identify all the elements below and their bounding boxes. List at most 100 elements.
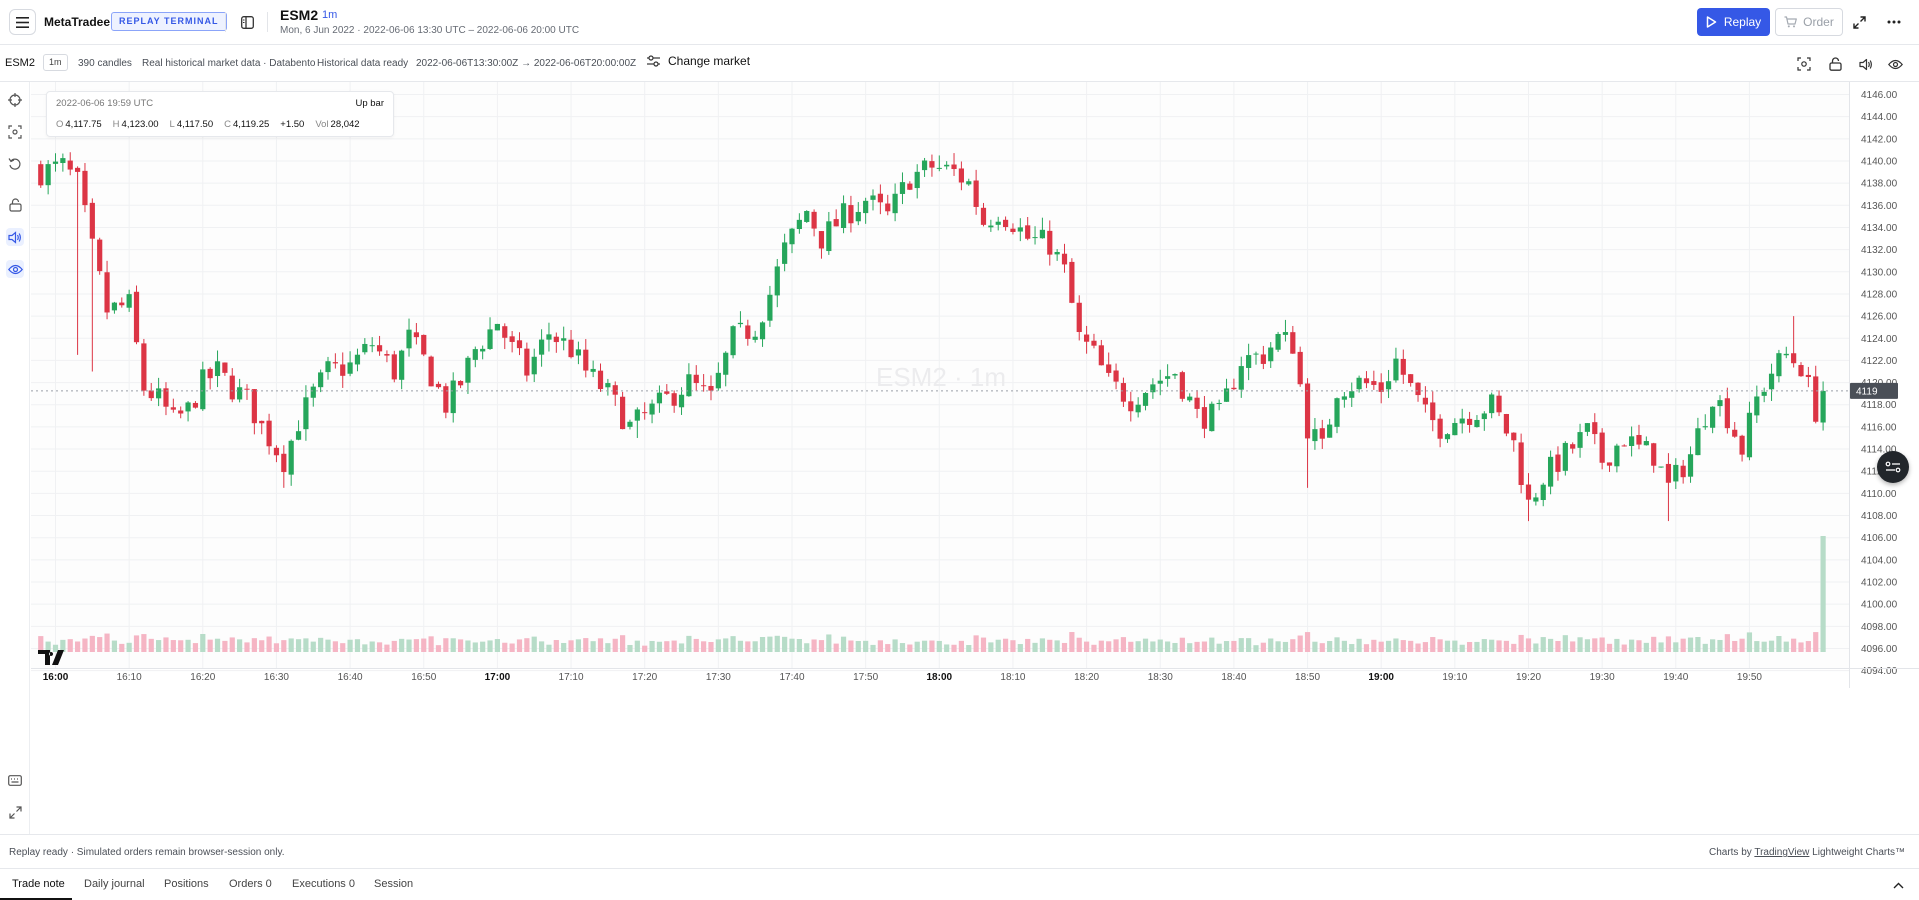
- data-range: 2022-06-06T13:30:00Z → 2022-06-06T20:00:…: [416, 58, 637, 69]
- candle-body: [435, 383, 442, 388]
- divider: [225, 12, 226, 32]
- price-chart[interactable]: 4146.00 4144.00 4142.00 4140.00 4138.00 4136.…: [31, 82, 1919, 834]
- volume-bar: [480, 641, 486, 652]
- tradingview-link[interactable]: TradingView: [1754, 847, 1810, 858]
- volume-bar: [1710, 639, 1716, 652]
- tab-trade-note[interactable]: Trade note: [12, 878, 65, 890]
- volume-bar: [516, 639, 523, 652]
- order-ticket-toggle-button[interactable]: [1877, 451, 1909, 483]
- y-tick-label: 4140.00: [1861, 156, 1898, 167]
- focus-tool[interactable]: [6, 123, 24, 141]
- collapse-panel-button[interactable]: [1890, 877, 1906, 893]
- fullscreen-button[interactable]: [1850, 13, 1868, 31]
- volume-bar: [1673, 642, 1679, 652]
- lock-toggle-button[interactable]: [1826, 55, 1844, 73]
- candle-body: [553, 336, 559, 343]
- volume-bar: [1459, 644, 1465, 652]
- volume-bar: [826, 634, 832, 652]
- candle-body: [1724, 398, 1730, 429]
- timeframe-pill[interactable]: 1m: [43, 54, 68, 71]
- candle-body: [531, 356, 537, 375]
- candlestick-chart-canvas[interactable]: 4146.00 4144.00 4142.00 4140.00 4138.00 4136.…: [31, 82, 1919, 834]
- candle-body: [1076, 302, 1082, 333]
- volume-bar: [310, 641, 316, 652]
- more-options-button[interactable]: [1883, 12, 1905, 32]
- fit-content-tool[interactable]: [6, 803, 24, 821]
- sound-tool[interactable]: [6, 228, 24, 246]
- tab-positions[interactable]: Positions: [164, 878, 209, 890]
- candle-body: [1187, 396, 1193, 401]
- volume-bar: [295, 639, 302, 652]
- candle-body: [1356, 377, 1362, 390]
- candle-body: [406, 329, 412, 349]
- volume-bar: [958, 640, 964, 652]
- lock-tool[interactable]: [6, 196, 24, 214]
- x-tick-label: 19:10: [1442, 672, 1467, 683]
- candle-body: [332, 362, 338, 364]
- volume-bar: [1393, 638, 1399, 652]
- close-value: 4,119.25: [232, 119, 270, 130]
- close-label: C: [224, 119, 231, 130]
- volume-bar: [1084, 641, 1090, 652]
- y-tick-label: 4116.00: [1861, 422, 1897, 433]
- eye-icon: [1887, 59, 1903, 69]
- volume-bar: [715, 639, 721, 652]
- candle-body: [1820, 390, 1826, 423]
- tab-executions[interactable]: Executions 0: [292, 878, 355, 890]
- candle-body: [207, 368, 213, 379]
- visibility-tool[interactable]: [6, 260, 24, 278]
- candle-body: [1201, 407, 1208, 429]
- open-label: O: [56, 119, 64, 130]
- keyboard-tool[interactable]: [6, 771, 24, 789]
- timeframe-label[interactable]: 1m: [322, 9, 338, 21]
- toggle-panel-button[interactable]: [238, 13, 256, 31]
- tab-session[interactable]: Session: [374, 878, 414, 890]
- volume-bar: [229, 637, 235, 652]
- volume-bar: [1584, 639, 1591, 652]
- crosshair-tool[interactable]: [6, 91, 24, 109]
- volume-bar: [1489, 639, 1495, 652]
- order-button[interactable]: Order: [1775, 8, 1843, 36]
- candle-body: [649, 403, 655, 415]
- candle-body: [413, 332, 419, 338]
- volume-bar: [848, 640, 854, 652]
- volume-bar: [1496, 640, 1502, 652]
- candle-body: [281, 453, 287, 473]
- volume-bar: [1385, 640, 1392, 652]
- candle-body: [1533, 497, 1539, 502]
- visibility-toggle-button[interactable]: [1886, 55, 1904, 73]
- candle-body: [1025, 225, 1031, 239]
- candle-body: [1120, 383, 1127, 402]
- focus-icon: [8, 125, 22, 139]
- volume-bar: [1025, 638, 1031, 652]
- tab-orders[interactable]: Orders 0: [229, 878, 272, 890]
- low-label: L: [169, 119, 175, 130]
- replay-button[interactable]: Replay: [1697, 8, 1770, 36]
- volume-bar: [266, 636, 272, 652]
- play-icon: [1706, 16, 1717, 28]
- candle-body: [1002, 219, 1009, 228]
- y-tick-label: 4100.00: [1861, 600, 1898, 611]
- hamburger-menu-button[interactable]: [9, 9, 36, 35]
- candle-body: [1039, 229, 1046, 239]
- screenshot-button[interactable]: [1795, 55, 1813, 73]
- volume-bar: [60, 639, 66, 652]
- reset-tool[interactable]: [6, 155, 24, 173]
- volume-bar: [1371, 639, 1377, 652]
- volume-bar: [1047, 639, 1053, 652]
- candle-body: [737, 322, 744, 325]
- x-tick-label: 17:50: [853, 672, 878, 683]
- candle-body: [391, 354, 397, 380]
- volume-bar: [281, 640, 287, 652]
- volume-bar: [1783, 641, 1789, 652]
- volume-bar: [465, 640, 471, 652]
- screenshot-icon: [1797, 57, 1811, 71]
- sound-toggle-button[interactable]: [1857, 55, 1875, 73]
- volume-bar: [1290, 639, 1296, 652]
- candle-body: [1253, 353, 1259, 355]
- symbol-title[interactable]: ESM2: [280, 7, 319, 23]
- tab-daily-journal[interactable]: Daily journal: [84, 878, 145, 890]
- change-market-button[interactable]: Change market: [647, 54, 750, 68]
- volume-bar: [951, 644, 957, 652]
- volume-bar: [1577, 637, 1583, 652]
